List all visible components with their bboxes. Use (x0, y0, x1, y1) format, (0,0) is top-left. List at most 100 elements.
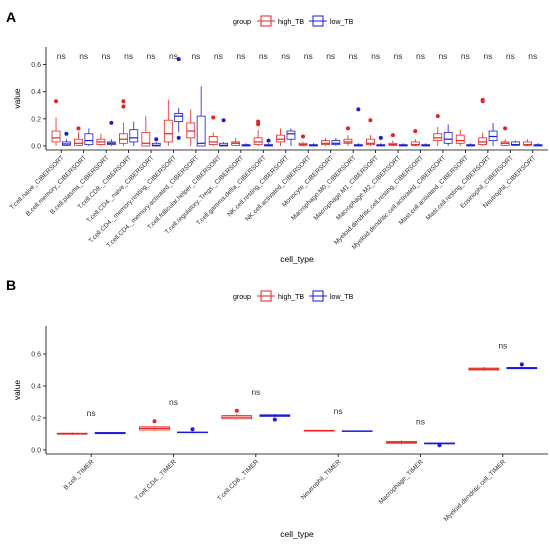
outlier-point (121, 104, 126, 109)
y-tick-label: 0.6 (31, 352, 41, 359)
y-tick-label: 0.2 (31, 116, 41, 123)
box-low_TB (466, 143, 476, 147)
box-high_TB (139, 419, 170, 431)
box-low_TB (196, 86, 206, 147)
box-low_TB (424, 442, 455, 448)
legend: group high_TB low_TB (233, 290, 354, 302)
box-high_TB (321, 137, 330, 146)
box-iqr (196, 115, 206, 147)
outlier-point (54, 99, 59, 104)
significance-label: ns (326, 51, 335, 61)
box-iqr (321, 140, 330, 146)
x-tick-label: Neutrophil_TIMER (300, 458, 343, 501)
box-high_TB (468, 366, 500, 371)
significance-label: ns (214, 51, 223, 61)
box-iqr (433, 133, 443, 141)
outlier-point (266, 138, 271, 143)
y-tick-label: 0.4 (31, 384, 41, 391)
significance-label: ns (169, 397, 178, 407)
box-low_TB (241, 143, 251, 147)
significance-label: ns (236, 51, 245, 61)
box-iqr (276, 134, 285, 143)
significance-label: ns (169, 51, 178, 61)
significance-label: ns (259, 51, 268, 61)
box-iqr (163, 119, 173, 143)
box-iqr (410, 141, 420, 146)
box-high_TB (433, 114, 443, 146)
box-low_TB (264, 138, 273, 147)
box-high_TB (56, 432, 88, 435)
box-iqr (174, 113, 184, 122)
box-low_TB (106, 120, 116, 146)
outlier-point (256, 119, 261, 124)
significance-label: ns (124, 51, 133, 61)
box-iqr (331, 140, 341, 146)
box-high_TB (343, 126, 353, 146)
y-tick-label: 0.4 (31, 89, 41, 96)
box-low_TB (488, 122, 498, 146)
box-high_TB (386, 440, 417, 445)
box-iqr (84, 133, 94, 146)
box-high_TB (500, 126, 510, 146)
y-tick-label: 0.0 (31, 448, 41, 455)
box-iqr (511, 141, 520, 146)
y-axis-label: value (12, 380, 22, 401)
outlier-point (356, 107, 361, 112)
box-high_TB (523, 139, 532, 146)
outlier-point (503, 126, 508, 131)
outlier-point (234, 408, 239, 413)
box-iqr (286, 130, 296, 140)
significance-label: ns (147, 51, 156, 61)
y-tick-label: 0.6 (31, 62, 41, 69)
box-iqr (253, 137, 263, 146)
box-iqr (51, 130, 61, 143)
significance-label: ns (87, 408, 96, 418)
significance-label: ns (334, 406, 343, 416)
box-iqr (488, 130, 498, 141)
box-low_TB (398, 143, 408, 147)
significance-label: ns (438, 51, 447, 61)
legend-title: group (233, 294, 251, 301)
box-high_TB (231, 137, 241, 146)
outlier-point (64, 131, 69, 136)
box-low_TB (511, 140, 520, 146)
outlier-point (345, 126, 350, 131)
box-low_TB (259, 414, 291, 422)
significance-label: ns (281, 51, 290, 61)
x-tick-label: Myeloid.dendritic.cell_TIMER (443, 458, 508, 523)
significance-label: ns (461, 51, 470, 61)
significance-label: ns (349, 51, 358, 61)
box-iqr (151, 142, 161, 147)
outlier-point (378, 135, 383, 140)
y-tick-label: 0.2 (31, 416, 41, 423)
y-axis-label: value (12, 88, 22, 109)
outlier-point (435, 114, 440, 119)
outlier-point (437, 443, 442, 448)
x-axis-label: cell_type (280, 529, 314, 539)
outlier-point (190, 427, 195, 432)
box-low_TB (353, 107, 363, 147)
box-iqr (443, 132, 453, 144)
legend-entry-label: low_TB (330, 294, 354, 301)
box-low_TB (62, 131, 71, 146)
box-high_TB (96, 133, 106, 146)
panel-label: A (6, 9, 16, 25)
outlier-point (301, 134, 306, 139)
box-high_TB (298, 134, 308, 146)
significance-label: ns (394, 51, 403, 61)
x-tick-label: Macrophage_TIMER (378, 458, 426, 506)
legend: group high_TB low_TB (233, 15, 354, 27)
box-iqr (141, 132, 151, 147)
x-axis-label: cell_type (280, 254, 314, 264)
box-high_TB (51, 99, 61, 146)
box-iqr (208, 136, 218, 146)
box-low_TB (443, 124, 453, 146)
significance-label: ns (528, 51, 537, 61)
box-high_TB (365, 118, 375, 146)
legend-entry-label: high_TB (278, 19, 304, 26)
significance-label: ns (79, 51, 88, 61)
box-iqr (343, 138, 353, 144)
x-tick-label: T.cell.CD4._TIMER (134, 458, 178, 502)
outlier-point (413, 129, 418, 134)
